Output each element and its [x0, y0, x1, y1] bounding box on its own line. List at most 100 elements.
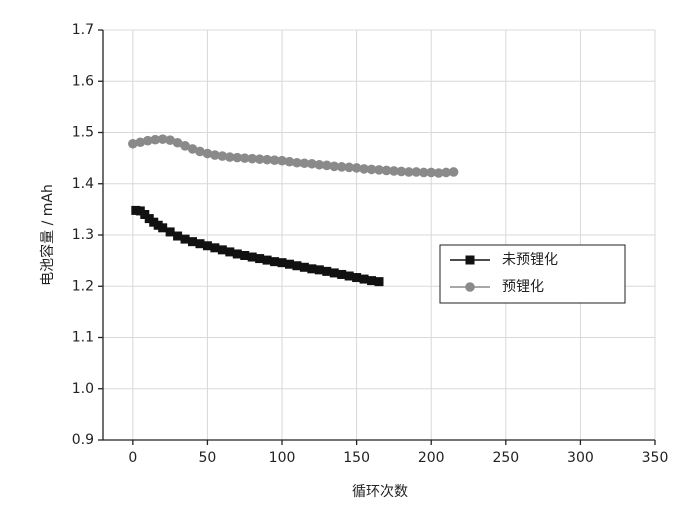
- marker: [150, 134, 161, 145]
- marker: [307, 158, 317, 169]
- y-tick-label: 1.2: [72, 278, 94, 294]
- marker: [292, 261, 302, 271]
- marker: [247, 252, 257, 262]
- x-tick-label: 250: [492, 450, 519, 466]
- marker: [210, 243, 220, 253]
- marker: [359, 164, 369, 174]
- marker: [284, 156, 295, 167]
- marker: [172, 137, 183, 148]
- marker: [195, 239, 205, 249]
- marker: [465, 255, 475, 265]
- marker: [321, 160, 332, 171]
- marker: [433, 168, 444, 178]
- marker: [418, 167, 429, 178]
- marker: [367, 276, 377, 286]
- marker: [269, 155, 280, 165]
- marker: [277, 155, 287, 166]
- marker: [187, 144, 198, 154]
- marker: [232, 249, 242, 259]
- marker: [210, 150, 220, 160]
- marker: [359, 274, 369, 284]
- marker: [337, 269, 347, 279]
- x-tick-label: 50: [199, 450, 217, 466]
- marker: [173, 231, 183, 241]
- x-tick-label: 200: [418, 450, 445, 466]
- marker: [396, 166, 407, 177]
- marker: [240, 251, 250, 260]
- x-axis-label: 循环次数: [352, 484, 408, 500]
- marker: [165, 135, 175, 145]
- marker: [202, 241, 212, 251]
- marker: [352, 273, 362, 283]
- legend-label: 预锂化: [502, 279, 544, 295]
- marker: [299, 158, 310, 169]
- marker: [239, 153, 250, 163]
- marker: [344, 162, 354, 173]
- marker: [441, 167, 451, 178]
- marker: [404, 167, 414, 177]
- y-axis-label: 电池容量 / mAh: [39, 184, 56, 286]
- legend-box: [439, 244, 626, 304]
- marker: [142, 135, 153, 146]
- x-tick-label: 150: [343, 450, 370, 466]
- marker: [292, 157, 302, 168]
- marker: [314, 265, 324, 275]
- marker: [426, 167, 437, 178]
- marker: [202, 148, 213, 159]
- marker: [128, 138, 138, 149]
- marker: [217, 245, 227, 255]
- marker: [299, 262, 309, 272]
- y-tick-label: 1.7: [72, 22, 94, 38]
- marker: [247, 153, 257, 164]
- marker: [307, 264, 317, 274]
- y-tick-label: 1.1: [72, 330, 94, 346]
- marker: [351, 163, 362, 173]
- marker: [180, 234, 190, 244]
- y-tick-label: 1.3: [72, 227, 94, 243]
- marker: [329, 161, 340, 172]
- marker: [277, 258, 287, 268]
- marker: [225, 247, 235, 257]
- marker: [374, 165, 384, 175]
- marker: [158, 223, 168, 233]
- marker: [448, 167, 459, 177]
- y-tick-label: 1.6: [72, 73, 94, 89]
- x-tick-label: 0: [128, 450, 137, 466]
- y-tick-label: 1.0: [72, 381, 94, 397]
- marker: [165, 227, 175, 237]
- marker: [411, 167, 422, 177]
- marker: [314, 159, 325, 170]
- marker: [217, 151, 228, 161]
- marker: [254, 154, 265, 164]
- marker: [336, 162, 347, 172]
- marker: [225, 152, 235, 162]
- marker: [262, 255, 272, 265]
- marker: [157, 134, 168, 144]
- y-tick-label: 0.9: [72, 432, 94, 448]
- marker: [270, 257, 280, 267]
- marker: [381, 165, 392, 176]
- marker: [284, 259, 294, 269]
- x-tick-label: 100: [269, 450, 296, 466]
- marker: [329, 268, 339, 278]
- marker: [344, 271, 354, 281]
- x-tick-label: 350: [642, 450, 669, 466]
- legend-label: 未预锂化: [502, 252, 558, 268]
- marker: [366, 164, 377, 175]
- marker: [180, 141, 190, 151]
- marker: [195, 146, 205, 157]
- marker: [232, 152, 243, 163]
- x-tick-label: 300: [567, 450, 594, 466]
- marker: [465, 282, 475, 292]
- marker: [322, 266, 332, 276]
- marker: [188, 237, 198, 247]
- marker: [389, 166, 399, 176]
- y-tick-label: 1.4: [72, 176, 94, 192]
- marker: [255, 254, 265, 264]
- marker: [374, 277, 384, 287]
- marker: [135, 137, 146, 148]
- y-tick-label: 1.5: [72, 125, 94, 141]
